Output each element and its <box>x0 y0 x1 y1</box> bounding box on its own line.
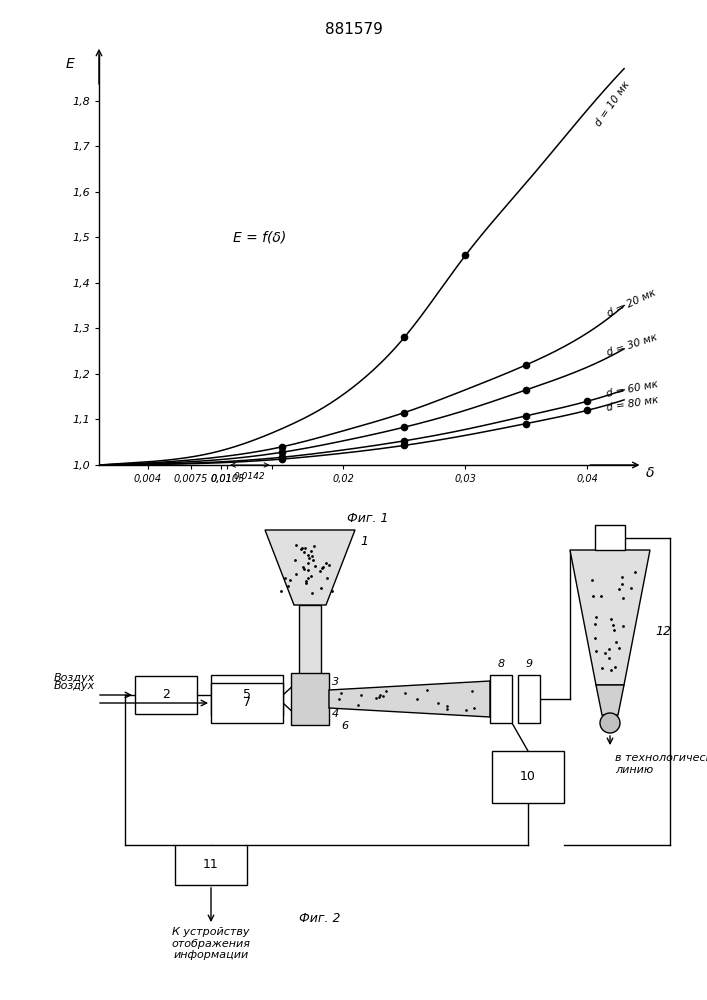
Text: 881579: 881579 <box>325 22 382 37</box>
Text: 6: 6 <box>341 721 348 731</box>
Text: 1: 1 <box>360 535 368 548</box>
Text: 11: 11 <box>203 858 219 871</box>
Polygon shape <box>570 550 650 685</box>
Text: 5: 5 <box>243 688 251 702</box>
Text: в технологическую
линию: в технологическую линию <box>615 753 707 775</box>
Text: δ: δ <box>646 466 655 480</box>
Text: 9: 9 <box>525 659 532 669</box>
Bar <box>492 751 564 803</box>
Text: Фиг. 2: Фиг. 2 <box>299 912 341 925</box>
Bar <box>175 845 247 885</box>
Text: Воздух: Воздух <box>54 673 95 683</box>
Text: d = 60 мк: d = 60 мк <box>606 379 659 399</box>
Text: 10: 10 <box>520 770 536 784</box>
Text: Фиг. 1: Фиг. 1 <box>347 512 388 525</box>
Polygon shape <box>265 530 355 605</box>
Text: 12: 12 <box>655 625 671 638</box>
Bar <box>299 605 321 695</box>
Text: E = f(δ): E = f(δ) <box>233 230 286 244</box>
Text: d = 10 мк: d = 10 мк <box>594 79 632 128</box>
Polygon shape <box>329 681 490 717</box>
Polygon shape <box>596 685 624 715</box>
Text: d = 20 мк: d = 20 мк <box>606 288 658 319</box>
Text: 2: 2 <box>162 688 170 702</box>
Text: E: E <box>66 57 74 71</box>
Text: 8: 8 <box>498 659 505 669</box>
Text: 7: 7 <box>243 696 251 710</box>
Bar <box>135 676 197 714</box>
Text: Воздух: Воздух <box>54 681 95 691</box>
Bar <box>211 683 283 723</box>
Bar <box>291 673 329 725</box>
Bar <box>211 675 283 715</box>
Bar <box>518 675 540 723</box>
Bar <box>595 525 625 550</box>
Bar <box>490 675 512 723</box>
Text: d = 80 мк: d = 80 мк <box>606 395 659 413</box>
Text: К устройству
отображения
информации: К устройству отображения информации <box>172 927 250 960</box>
Text: 4: 4 <box>332 709 339 719</box>
Text: 0,0142: 0,0142 <box>234 472 266 481</box>
Text: d = 30 мк: d = 30 мк <box>606 332 659 358</box>
Text: 3: 3 <box>332 677 339 687</box>
Circle shape <box>600 713 620 733</box>
